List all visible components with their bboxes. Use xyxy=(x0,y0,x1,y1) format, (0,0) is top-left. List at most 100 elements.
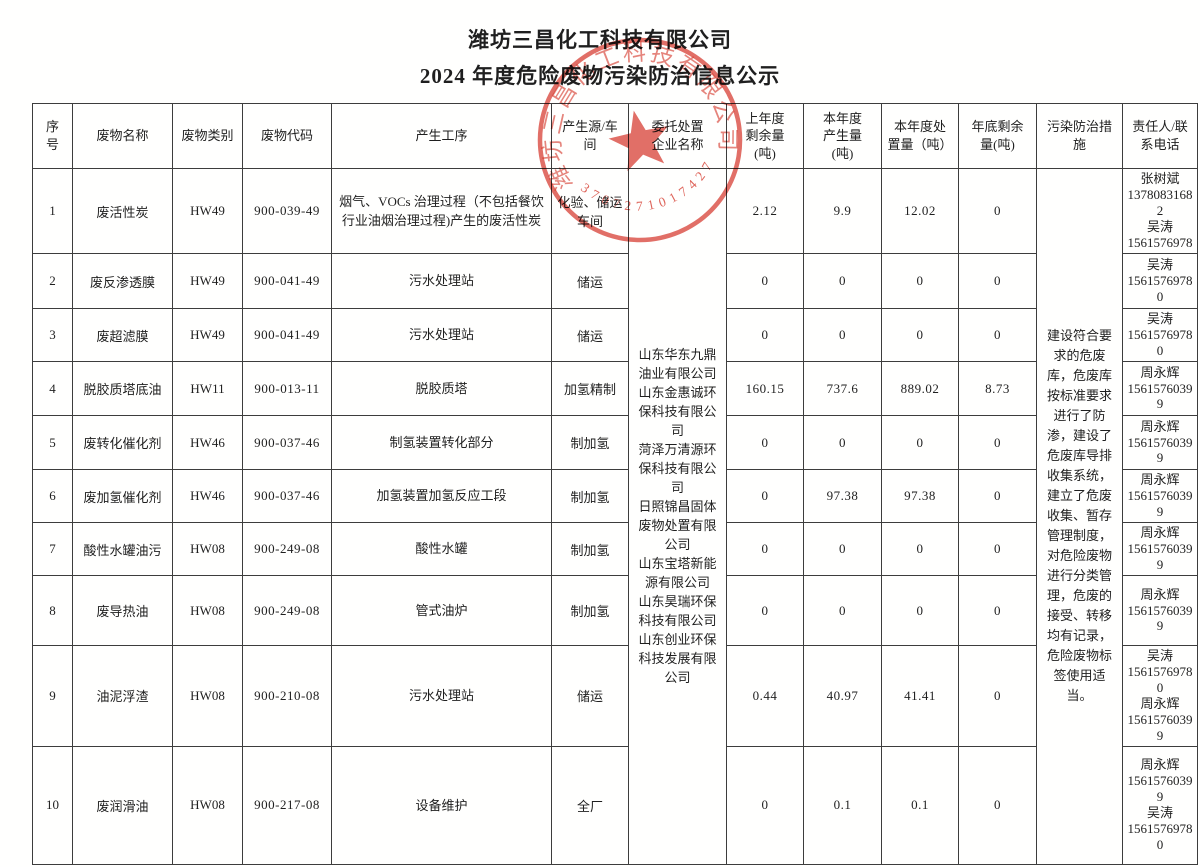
disposal-company: 山东昊瑞环保科技有限公司 xyxy=(638,594,717,629)
cell-contact: 张树斌 13780831682 吴涛 15615769780 xyxy=(1122,168,1198,254)
cell-waste-name: 油泥浮渣 xyxy=(72,645,173,747)
cell-produced: 40.97 xyxy=(803,645,882,747)
cell-no: 1 xyxy=(32,168,73,254)
cell-category: HW08 xyxy=(172,575,243,646)
cell-year-end-remain: 0 xyxy=(958,522,1037,576)
cell-source: 制加氢 xyxy=(551,415,629,470)
cell-contact: 周永辉 15615760399 xyxy=(1122,469,1198,523)
col-header-waste-name: 废物名称 xyxy=(72,103,173,169)
cell-category: HW46 xyxy=(172,469,243,523)
cell-produced: 0.1 xyxy=(803,745,882,865)
cell-source: 制加氢 xyxy=(551,522,629,576)
cell-no: 5 xyxy=(32,415,73,470)
col-header-process: 产生工序 xyxy=(331,103,552,169)
cell-disposal-companies: 山东华东九鼎油业有限公司 山东金惠诚环保科技有限公司 菏泽万清源环保科技有限公司… xyxy=(628,168,727,865)
cell-disposed: 0 xyxy=(881,522,959,576)
cell-produced: 0 xyxy=(803,522,882,576)
cell-disposed: 41.41 xyxy=(881,645,959,747)
cell-process: 设备维护 xyxy=(331,745,552,865)
cell-waste-name: 脱胶质塔底油 xyxy=(72,361,173,416)
table-header-row: 序 号 废物名称 废物类别 废物代码 产生工序 产生源/车 间 委托处置 企业名… xyxy=(32,103,1198,169)
cell-last-year-remain: 0 xyxy=(726,308,804,362)
cell-last-year-remain: 0 xyxy=(726,415,804,470)
cell-last-year-remain: 160.15 xyxy=(726,361,804,416)
cell-disposed: 0.1 xyxy=(881,745,959,865)
cell-contact: 周永辉 15615760399 xyxy=(1122,415,1198,470)
cell-contact: 周永辉 15615760399 吴涛 15615769780 xyxy=(1122,745,1198,865)
col-header-disposed: 本年度处 置量（吨） xyxy=(881,103,959,169)
cell-category: HW49 xyxy=(172,308,243,362)
hazardous-waste-table: 序 号 废物名称 废物类别 废物代码 产生工序 产生源/车 间 委托处置 企业名… xyxy=(32,103,1198,865)
cell-produced: 9.9 xyxy=(803,168,882,254)
cell-code: 900-249-08 xyxy=(242,575,332,646)
cell-category: HW08 xyxy=(172,522,243,576)
cell-year-end-remain: 8.73 xyxy=(958,361,1037,416)
disposal-company: 山东创业环保科技发展有限公司 xyxy=(638,632,717,686)
col-header-contact: 责任人/联 系电话 xyxy=(1122,103,1198,169)
cell-source: 储运 xyxy=(551,645,629,747)
table-row: 4 脱胶质塔底油 HW11 900-013-11 脱胶质塔 加氢精制 160.1… xyxy=(32,361,1198,416)
cell-waste-name: 废超滤膜 xyxy=(72,308,173,362)
table-row: 6 废加氢催化剂 HW46 900-037-46 加氢装置加氢反应工段 制加氢 … xyxy=(32,469,1198,523)
cell-year-end-remain: 0 xyxy=(958,253,1037,309)
cell-waste-name: 废润滑油 xyxy=(72,745,173,865)
cell-disposed: 889.02 xyxy=(881,361,959,416)
cell-no: 10 xyxy=(32,745,73,865)
cell-code: 900-013-11 xyxy=(242,361,332,416)
cell-last-year-remain: 2.12 xyxy=(726,168,804,254)
col-header-category: 废物类别 xyxy=(172,103,243,169)
cell-process: 脱胶质塔 xyxy=(331,361,552,416)
cell-process: 管式油炉 xyxy=(331,575,552,646)
cell-waste-name: 废导热油 xyxy=(72,575,173,646)
cell-code: 900-037-46 xyxy=(242,469,332,523)
cell-category: HW46 xyxy=(172,415,243,470)
cell-code: 900-217-08 xyxy=(242,745,332,865)
cell-code: 900-041-49 xyxy=(242,308,332,362)
cell-disposed: 0 xyxy=(881,253,959,309)
cell-last-year-remain: 0 xyxy=(726,575,804,646)
table-row: 3 废超滤膜 HW49 900-041-49 污水处理站 储运 0 0 0 0 … xyxy=(32,308,1198,362)
cell-produced: 0 xyxy=(803,253,882,309)
table-row: 9 油泥浮渣 HW08 900-210-08 污水处理站 储运 0.44 40.… xyxy=(32,645,1198,747)
cell-no: 8 xyxy=(32,575,73,646)
cell-produced: 0 xyxy=(803,575,882,646)
cell-category: HW11 xyxy=(172,361,243,416)
cell-disposed: 0 xyxy=(881,575,959,646)
table-row: 8 废导热油 HW08 900-249-08 管式油炉 制加氢 0 0 0 0 … xyxy=(32,575,1198,646)
cell-process: 加氢装置加氢反应工段 xyxy=(331,469,552,523)
cell-no: 4 xyxy=(32,361,73,416)
cell-source: 化验、储运车间 xyxy=(551,168,629,254)
cell-source: 制加氢 xyxy=(551,469,629,523)
cell-category: HW08 xyxy=(172,745,243,865)
cell-last-year-remain: 0 xyxy=(726,253,804,309)
cell-source: 制加氢 xyxy=(551,575,629,646)
table-row: 1 废活性炭 HW49 900-039-49 烟气、VOCs 治理过程（不包括餐… xyxy=(32,168,1198,865)
cell-no: 3 xyxy=(32,308,73,362)
cell-year-end-remain: 0 xyxy=(958,308,1037,362)
cell-produced: 97.38 xyxy=(803,469,882,523)
cell-year-end-remain: 0 xyxy=(958,415,1037,470)
cell-produced: 0 xyxy=(803,308,882,362)
cell-produced: 0 xyxy=(803,415,882,470)
table-row: 5 废转化催化剂 HW46 900-037-46 制氢装置转化部分 制加氢 0 … xyxy=(32,415,1198,470)
table-row: 10 废润滑油 HW08 900-217-08 设备维护 全厂 0 0.1 0.… xyxy=(32,745,1198,865)
cell-code: 900-210-08 xyxy=(242,645,332,747)
col-header-source: 产生源/车 间 xyxy=(551,103,629,169)
col-header-year-end-remain: 年底剩余 量(吨) xyxy=(958,103,1037,169)
cell-last-year-remain: 0 xyxy=(726,745,804,865)
page-subtitle: 2024 年度危险废物污染防治信息公示 xyxy=(419,64,781,89)
cell-process: 污水处理站 xyxy=(331,308,552,362)
page-title: 潍坊三昌化工科技有限公司 xyxy=(468,28,732,52)
cell-waste-name: 酸性水罐油污 xyxy=(72,522,173,576)
cell-code: 900-249-08 xyxy=(242,522,332,576)
cell-waste-name: 废活性炭 xyxy=(72,168,173,254)
disposal-company: 山东金惠诚环保科技有限公司 xyxy=(638,385,717,439)
col-header-produced: 本年度 产生量 (吨) xyxy=(803,103,882,169)
cell-code: 900-039-49 xyxy=(242,168,332,254)
contact-text: 张树斌 13780831682 吴涛 15615769780 xyxy=(1127,171,1193,251)
cell-disposed: 12.02 xyxy=(881,168,959,254)
cell-contact: 周永辉 15615760399 xyxy=(1122,575,1198,646)
document-header: 潍坊三昌化工科技有限公司 2024 年度危险废物污染防治信息公示 xyxy=(0,28,1200,89)
cell-process: 污水处理站 xyxy=(331,253,552,309)
